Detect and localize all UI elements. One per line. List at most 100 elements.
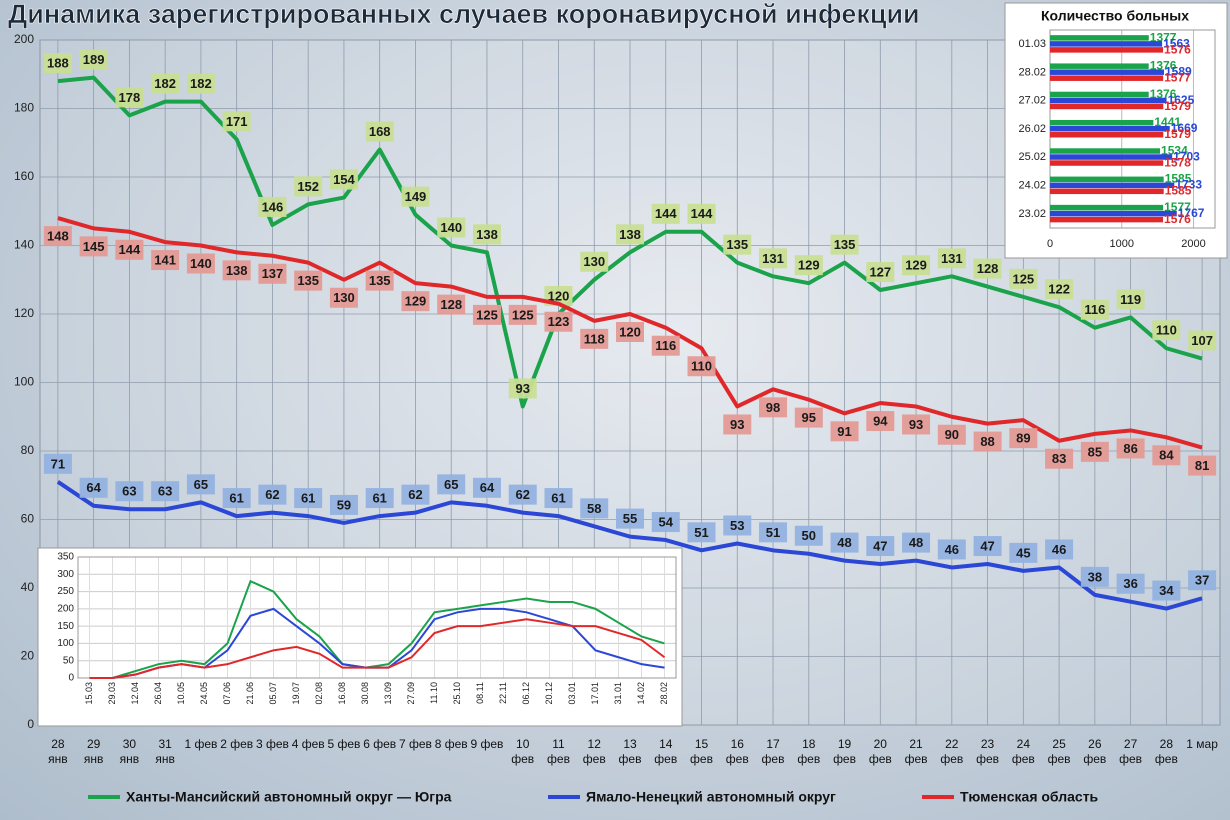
data-label-bg: [759, 248, 788, 269]
data-label-bg: [580, 498, 609, 519]
x-tick-label: 26.04: [153, 682, 163, 705]
bar-label: 1589: [1165, 65, 1192, 79]
data-label-bg: [258, 196, 287, 217]
data-label: 71: [51, 456, 65, 471]
data-label: 84: [1159, 448, 1174, 463]
data-label: 138: [476, 227, 498, 242]
x-tick-label: 05.07: [268, 682, 278, 705]
data-label: 120: [548, 288, 570, 303]
data-label: 81: [1195, 458, 1209, 473]
bar-label: 1441: [1154, 115, 1181, 129]
y-tick-label: 26.02: [1018, 123, 1046, 135]
data-label-bg: [973, 431, 1002, 452]
bar-label: 1585: [1165, 184, 1192, 198]
data-label: 189: [83, 52, 105, 67]
data-label-bg: [1009, 428, 1038, 449]
data-label: 61: [229, 491, 243, 506]
bar-label: 1579: [1164, 99, 1191, 113]
x-tick-label: 10 фев: [511, 737, 535, 766]
y-tick-label: 200: [57, 603, 74, 614]
chart-title: Динамика зарегистрированных случаев коро…: [8, 0, 920, 29]
bar: [1050, 154, 1173, 160]
data-label: 129: [798, 258, 820, 273]
x-tick-label: 20.12: [544, 682, 554, 705]
bar: [1050, 120, 1154, 126]
x-tick-label: 29 янв: [83, 737, 104, 766]
data-label: 182: [154, 76, 176, 91]
data-label-bg: [1152, 320, 1181, 341]
bar-label: 1733: [1175, 178, 1202, 192]
data-label-bg: [151, 250, 180, 271]
bar: [1050, 210, 1177, 217]
data-label: 65: [194, 477, 208, 492]
data-label-bg: [544, 311, 573, 332]
x-tick-label: 22 фев: [940, 737, 964, 766]
data-label-bg: [937, 539, 966, 560]
data-label-bg: [937, 424, 966, 445]
y-tick-label: 100: [14, 375, 34, 389]
data-label-bg: [222, 111, 251, 132]
data-label: 58: [587, 501, 601, 516]
data-label: 137: [262, 266, 284, 281]
x-tick-label: 22.11: [498, 682, 508, 704]
bar-label: 1577: [1164, 200, 1191, 214]
data-label: 131: [762, 251, 784, 266]
series-line: [57, 75, 1203, 409]
y-tick-label: 23.02: [1018, 208, 1046, 220]
x-tick-label: 28.02: [659, 682, 669, 705]
y-tick-label: 28.02: [1018, 66, 1046, 78]
data-label-bg: [472, 477, 501, 498]
data-label: 168: [369, 124, 391, 139]
data-label-bg: [902, 532, 931, 553]
data-label: 63: [122, 484, 136, 499]
data-label-bg: [508, 378, 537, 399]
y-tick-label: 0: [27, 717, 34, 731]
x-tick-label: 13 фев: [618, 737, 642, 766]
data-label-bg: [329, 494, 358, 515]
data-label-bg: [866, 411, 895, 432]
data-label: 178: [119, 90, 141, 105]
y-tick-label: 250: [57, 586, 74, 597]
data-label: 61: [372, 491, 386, 506]
data-label: 54: [659, 514, 674, 529]
x-tick-label: 27 фев: [1119, 737, 1143, 766]
x-tick-label: 03.01: [567, 682, 577, 705]
bar: [1050, 188, 1164, 195]
data-label-bg: [472, 304, 501, 325]
data-label: 128: [440, 297, 462, 312]
data-label-bg: [651, 335, 680, 356]
data-label-bg: [1188, 455, 1217, 476]
data-label-bg: [43, 53, 72, 74]
data-label-bg: [79, 236, 108, 257]
data-label: 61: [551, 491, 565, 506]
data-label: 138: [619, 227, 641, 242]
x-tick-label: 11 фев: [547, 737, 570, 766]
data-label: 145: [83, 239, 105, 254]
data-label-bg: [186, 474, 215, 495]
data-label-bg: [580, 251, 609, 272]
data-label-bg: [651, 512, 680, 533]
data-label: 125: [1012, 271, 1034, 286]
data-label: 53: [730, 518, 744, 533]
series-line: [56, 480, 1203, 611]
data-label: 94: [873, 413, 888, 428]
bar: [1050, 69, 1164, 75]
data-label-bg: [937, 248, 966, 269]
data-label-bg: [1080, 566, 1109, 587]
data-label: 62: [515, 487, 529, 502]
data-label: 62: [408, 487, 422, 502]
y-tick-label: 300: [57, 569, 74, 580]
data-label: 135: [369, 273, 391, 288]
plot-frame: [77, 556, 677, 679]
x-tick-label: 3 фев: [255, 737, 289, 751]
data-label: 128: [977, 261, 999, 276]
bar: [1050, 63, 1149, 69]
x-tick-label: 6 фев: [363, 737, 397, 751]
bar: [1050, 132, 1164, 138]
data-label: 129: [905, 258, 927, 273]
data-label-bg: [1045, 448, 1074, 469]
data-label: 98: [766, 400, 780, 415]
x-tick-label: 10.05: [176, 682, 186, 705]
bar: [1050, 75, 1164, 81]
